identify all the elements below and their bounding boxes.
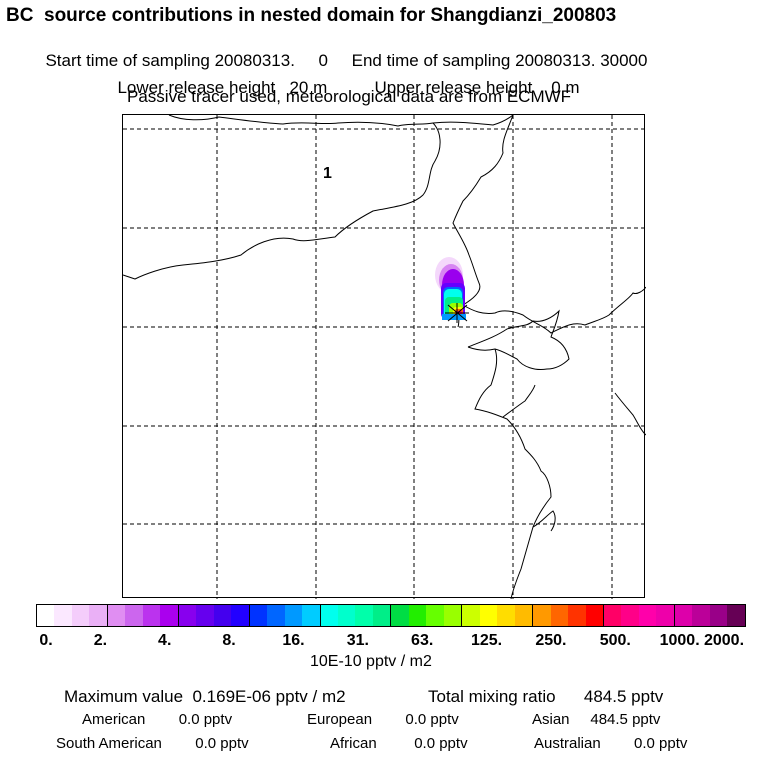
upper-release-height: Upper release height 0 m [374, 78, 580, 97]
color-scale-bar [36, 604, 746, 627]
color-scale-cell [71, 605, 90, 626]
region-label: 1 [323, 165, 332, 182]
color-scale-tick-label: 1000. [659, 632, 700, 649]
map-panel: 1 [122, 114, 646, 599]
concentration-plume [435, 257, 466, 320]
color-scale-cell [727, 605, 745, 626]
color-scale-tick-label: 4. [158, 632, 172, 649]
receptor-star-icon [445, 303, 469, 323]
color-scale-cell [355, 605, 373, 626]
color-scale-cell [319, 605, 338, 626]
color-scale-cell [372, 605, 391, 626]
american-contribution: American 0.0 pptv [82, 711, 233, 728]
color-scale-cell [54, 605, 72, 626]
color-scale-cell [568, 605, 586, 626]
color-scale-cell [248, 605, 268, 626]
african-contribution: African 0.0 pptv [330, 735, 468, 752]
color-scale-tick-label: 8. [222, 632, 236, 649]
color-scale-cell [514, 605, 533, 626]
european-contribution: European 0.0 pptv [307, 711, 459, 728]
color-scale-cell [106, 605, 126, 626]
color-scale-tick-label: 63. [411, 632, 434, 649]
color-scale-cell [213, 605, 232, 626]
color-scale-cell [37, 605, 55, 626]
color-scale-cell [302, 605, 320, 626]
color-scale-tick-label: 31. [346, 632, 369, 649]
color-scale-cell [89, 605, 107, 626]
color-scale-tick-label: 16. [282, 632, 305, 649]
south-american-contribution: South American 0.0 pptv [56, 735, 249, 752]
color-scale-cell [284, 605, 303, 626]
color-scale-cell [408, 605, 427, 626]
color-scale-cell [497, 605, 515, 626]
color-scale-cell [673, 605, 693, 626]
total-mixing-ratio: Total mixing ratio 484.5 pptv [428, 687, 664, 706]
color-scale-unit: 10E-10 pptv / m2 [310, 653, 432, 670]
color-scale-cell [390, 605, 409, 626]
sampling-start: Start time of sampling 20080313. 0 [45, 51, 329, 70]
color-scale-cell [160, 605, 178, 626]
color-scale-cell [461, 605, 480, 626]
color-scale-cell [638, 605, 657, 626]
tracer-note: Passive tracer used, meteorological data… [127, 87, 572, 106]
color-scale-tick-label: 250. [535, 632, 567, 649]
color-scale-cell [532, 605, 551, 626]
color-scale-cell [709, 605, 728, 626]
release-heights: Lower release height 20 m Upper release … [108, 62, 580, 97]
color-scale-cell [231, 605, 249, 626]
color-scale-tick-label: 0. [39, 632, 53, 649]
sampling-end: End time of sampling 20080313. 30000 [351, 51, 648, 70]
color-scale-cell [479, 605, 498, 626]
color-scale-tick-label: 2. [93, 632, 108, 649]
lat-lon-grid [123, 115, 646, 599]
australian-contribution: Australian 0.0 pptv [534, 735, 688, 752]
color-scale-cell [337, 605, 356, 626]
lower-release-height: Lower release height 20 m [117, 78, 328, 97]
color-scale-cell [603, 605, 622, 626]
color-scale-cell [443, 605, 462, 626]
color-scale-cell [656, 605, 674, 626]
color-scale-tick-label: 125. [470, 632, 503, 649]
sampling-times: Start time of sampling 20080313. 0 End t… [36, 35, 647, 69]
color-scale-cell [550, 605, 569, 626]
borders-coastlines [123, 115, 646, 599]
color-scale-cell [125, 605, 143, 626]
color-scale-cell [177, 605, 197, 626]
color-scale-cell [585, 605, 603, 626]
color-scale-cell [267, 605, 285, 626]
asian-contribution: Asian 484.5 pptv [532, 711, 661, 728]
color-scale-cell [692, 605, 710, 626]
color-scale-cell [142, 605, 161, 626]
color-scale-cell [196, 605, 214, 626]
map-title: BC source contributions in nested domain… [6, 5, 617, 26]
map-canvas: 1 [123, 115, 646, 599]
maximum-value: Maximum value 0.169E-06 pptv / m2 [64, 687, 346, 706]
color-scale-tick-label: 500. [599, 632, 631, 649]
color-scale-cell [621, 605, 639, 626]
color-scale-cell [426, 605, 444, 626]
color-scale-tick-label: 2000. [703, 632, 745, 649]
